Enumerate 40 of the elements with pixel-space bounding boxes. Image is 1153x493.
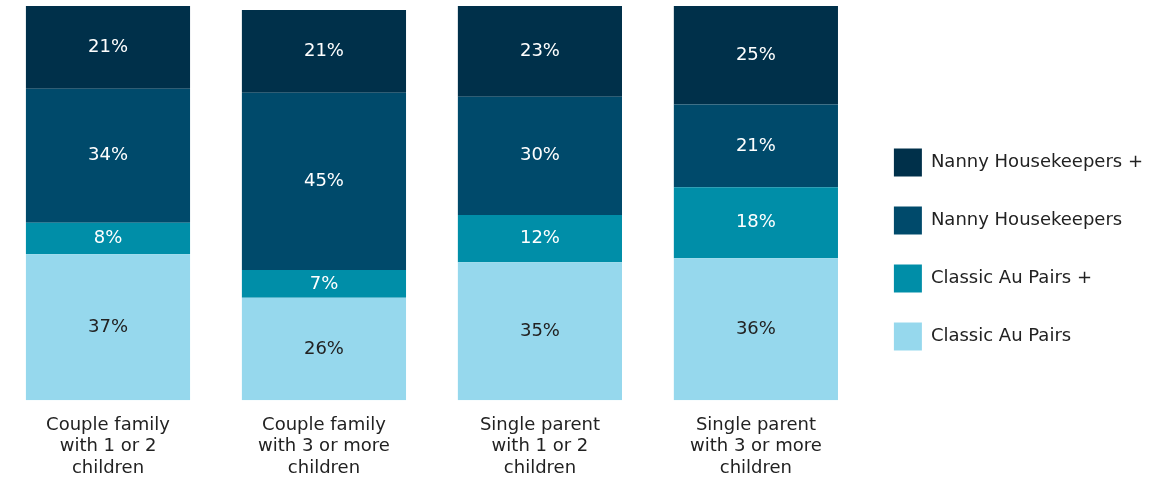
data-label: 37%: [87, 314, 128, 336]
bar: [241, 297, 407, 401]
bar: [241, 92, 407, 271]
legend-label: Classic Au Pairs: [930, 324, 1072, 346]
legend-label: Nanny Housekeepers +: [930, 150, 1143, 172]
bar: [673, 258, 838, 401]
data-label: 12%: [519, 226, 560, 248]
bar: [241, 270, 407, 298]
bar: [25, 6, 191, 89]
data-label: 36%: [735, 316, 776, 338]
data-label: 26%: [303, 336, 344, 358]
bar: [673, 187, 838, 259]
bar: [241, 9, 407, 93]
data-label: 8%: [93, 226, 123, 248]
legend-label: Nanny Housekeepers: [930, 208, 1123, 230]
x-tick-label: Couple family with 3 or more children: [258, 412, 390, 477]
bar: [25, 222, 191, 255]
data-label: 18%: [735, 210, 776, 232]
data-label: 23%: [519, 39, 560, 60]
data-label: 21%: [87, 35, 128, 57]
data-label: 25%: [735, 42, 776, 64]
data-label: 45%: [303, 169, 344, 191]
bar: [457, 96, 622, 215]
data-label: 30%: [519, 143, 560, 165]
bar: [673, 104, 838, 188]
legend-label: Classic Au Pairs +: [930, 266, 1092, 288]
data-label: 21%: [735, 133, 776, 155]
x-tick-label: Single parent with 1 or 2 children: [479, 412, 600, 477]
bar: [25, 254, 191, 401]
bar: [25, 88, 191, 223]
bar: [457, 262, 622, 401]
data-label: 34%: [87, 143, 128, 165]
data-label: 21%: [303, 39, 344, 60]
data-label: 35%: [519, 318, 560, 340]
bar: [457, 6, 622, 97]
x-tick-label: Single parent with 3 or more children: [689, 412, 822, 477]
bar: [457, 214, 622, 263]
x-tick-label: Couple family with 1 or 2 children: [46, 412, 171, 477]
data-label: 7%: [309, 271, 339, 293]
bar: [673, 6, 838, 105]
